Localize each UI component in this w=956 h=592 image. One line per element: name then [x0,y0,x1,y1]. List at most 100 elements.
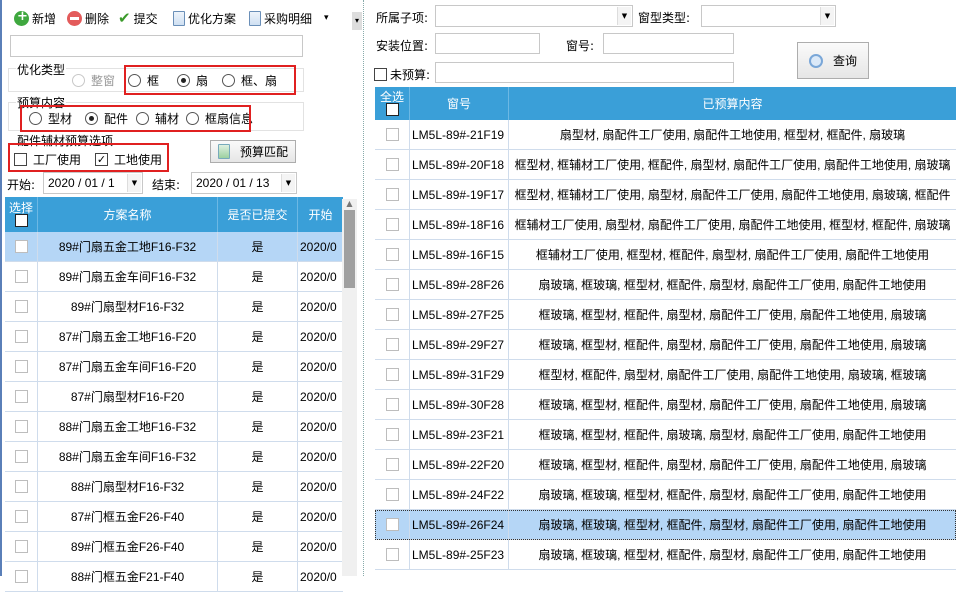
scheme-grid-scrollbar[interactable]: ▲ [342,199,357,576]
row-select-cell[interactable] [5,472,38,501]
row-checkbox[interactable] [385,398,399,411]
toolbar-overflow-button[interactable]: ▾ [352,12,362,30]
scheme-name-header[interactable]: 方案名称 [38,197,218,232]
radio-frame-sash[interactable]: 框、扇 [222,72,277,89]
table-row[interactable]: 89#门扇五金车间F16-F32 是 2020/0 [5,262,343,292]
table-row[interactable]: LM5L-89#-22F20 框玻璃, 框型材, 框配件, 扇型材, 扇配件工厂… [375,450,956,480]
table-row[interactable]: 88#门框五金F21-F40 是 2020/0 [5,562,343,592]
row-select-cell[interactable] [375,270,410,299]
table-row[interactable]: LM5L-89#-31F29 框型材, 框配件, 扇型材, 扇配件工厂使用, 扇… [375,360,956,390]
table-row[interactable]: LM5L-89#-16F15 框辅材工厂使用, 框型材, 框配件, 扇型材, 扇… [375,240,956,270]
delete-button[interactable]: 删除 [67,8,109,28]
table-row[interactable]: 87#门扇五金工地F16-F20 是 2020/0 [5,322,343,352]
row-select-cell[interactable] [375,390,410,419]
location-input[interactable] [435,33,540,54]
table-row[interactable]: 87#门框五金F26-F40 是 2020/0 [5,502,343,532]
radio-auxiliary[interactable]: 辅材 [136,110,179,127]
row-checkbox[interactable] [385,188,399,201]
row-select-cell[interactable] [375,240,410,269]
row-checkbox[interactable] [385,548,399,561]
row-checkbox[interactable] [14,450,28,463]
start-date-picker[interactable]: 2020 / 01 / 1 ▼ [43,172,143,194]
radio-accessory[interactable]: 配件 [85,110,128,127]
select-all-checkbox[interactable] [14,214,28,227]
row-checkbox[interactable] [14,240,28,253]
radio-frame[interactable]: 框 [128,72,159,89]
window-type-combo[interactable]: ▼ [701,5,836,27]
optimize-plan-button[interactable]: 优化方案 [173,8,236,28]
table-row[interactable]: LM5L-89#-27F25 框玻璃, 框型材, 框配件, 扇型材, 扇配件工厂… [375,300,956,330]
panel-splitter[interactable] [363,0,367,576]
row-checkbox[interactable] [14,390,28,403]
table-row[interactable]: 87#门扇五金车间F16-F20 是 2020/0 [5,352,343,382]
table-row[interactable]: LM5L-89#-29F27 框玻璃, 框型材, 框配件, 扇型材, 扇配件工厂… [375,330,956,360]
radio-frame-sash-info[interactable]: 框扇信息 [186,110,253,127]
table-row[interactable]: LM5L-89#-26F24 扇玻璃, 框玻璃, 框型材, 框配件, 扇型材, … [375,510,956,540]
row-select-cell[interactable] [375,180,410,209]
table-row[interactable]: 89#门扇五金工地F16-F32 是 2020/0 [5,232,343,262]
row-checkbox[interactable] [14,360,28,373]
row-checkbox[interactable] [14,540,28,553]
row-select-cell[interactable] [375,150,410,179]
table-row[interactable]: LM5L-89#-25F23 扇玻璃, 框玻璃, 框型材, 框配件, 扇型材, … [375,540,956,570]
row-select-cell[interactable] [375,210,410,239]
table-row[interactable]: LM5L-89#-28F26 扇玻璃, 框玻璃, 框型材, 框配件, 扇型材, … [375,270,956,300]
row-select-cell[interactable] [375,360,410,389]
row-checkbox[interactable] [14,480,28,493]
table-row[interactable]: LM5L-89#-30F28 框玻璃, 框型材, 框配件, 扇型材, 扇配件工厂… [375,390,956,420]
row-select-cell[interactable] [5,442,38,471]
table-row[interactable]: LM5L-89#-19F17 框型材, 框辅材工厂使用, 扇型材, 扇配件工厂使… [375,180,956,210]
table-row[interactable]: LM5L-89#-20F18 框型材, 框辅材工厂使用, 框配件, 扇型材, 扇… [375,150,956,180]
table-row[interactable]: 89#门扇型材F16-F32 是 2020/0 [5,292,343,322]
table-row[interactable]: LM5L-89#-21F19 扇型材, 扇配件工厂使用, 扇配件工地使用, 框型… [375,120,956,150]
table-row[interactable]: 88#门扇型材F16-F32 是 2020/0 [5,472,343,502]
table-row[interactable]: LM5L-89#-18F16 框辅材工厂使用, 扇型材, 扇配件工厂使用, 扇配… [375,210,956,240]
radio-sash[interactable]: 扇 [177,72,208,89]
budget-match-button[interactable]: 预算匹配 [210,140,296,163]
submit-button[interactable]: ✔ 提交 [118,8,158,28]
row-select-cell[interactable] [375,420,410,449]
row-select-cell[interactable] [5,232,38,261]
row-checkbox[interactable] [385,458,399,471]
query-button[interactable]: 查询 [797,42,869,79]
table-row[interactable]: 88#门扇五金工地F16-F32 是 2020/0 [5,412,343,442]
row-select-cell[interactable] [5,352,38,381]
scroll-up-arrow[interactable]: ▲ [346,199,353,208]
row-checkbox[interactable] [14,330,28,343]
add-button[interactable]: 新增 [14,8,56,28]
row-checkbox[interactable] [385,488,399,501]
table-row[interactable]: 87#门扇型材F16-F20 是 2020/0 [5,382,343,412]
row-select-cell[interactable] [5,382,38,411]
budgeted-content-header[interactable]: 已预算内容 [702,97,763,111]
table-row[interactable]: LM5L-89#-24F22 扇玻璃, 框玻璃, 框型材, 框配件, 扇型材, … [375,480,956,510]
table-row[interactable]: 88#门扇五金车间F16-F32 是 2020/0 [5,442,343,472]
row-checkbox[interactable] [385,278,399,291]
row-select-cell[interactable] [375,120,410,149]
row-checkbox[interactable] [14,570,28,583]
chevron-down-icon[interactable]: ▼ [281,174,295,192]
scrollbar-thumb[interactable] [344,210,355,288]
checkbox-factory-use[interactable]: 工厂使用 [14,151,81,168]
row-select-cell[interactable] [375,330,410,359]
radio-profile[interactable]: 型材 [29,110,72,127]
select-all-checkbox[interactable] [385,103,399,116]
row-select-cell[interactable] [5,532,38,561]
row-select-cell[interactable] [5,322,38,351]
chevron-down-icon[interactable]: ▼ [127,174,141,192]
row-select-cell[interactable] [375,510,410,539]
row-select-cell[interactable] [5,502,38,531]
unbudgeted-input[interactable] [435,62,734,83]
row-select-cell[interactable] [375,480,410,509]
row-checkbox[interactable] [14,510,28,523]
window-no-input[interactable] [603,33,734,54]
start-header[interactable]: 开始 [308,208,333,222]
row-checkbox[interactable] [385,518,399,531]
row-checkbox[interactable] [14,300,28,313]
toolbar-more-dropdown[interactable]: ▾ [324,13,329,23]
row-checkbox[interactable] [385,338,399,351]
row-select-cell[interactable] [375,450,410,479]
row-select-cell[interactable] [375,300,410,329]
subitem-combo[interactable]: ▼ [435,5,633,27]
row-checkbox[interactable] [14,420,28,433]
chevron-down-icon[interactable]: ▼ [617,7,631,25]
